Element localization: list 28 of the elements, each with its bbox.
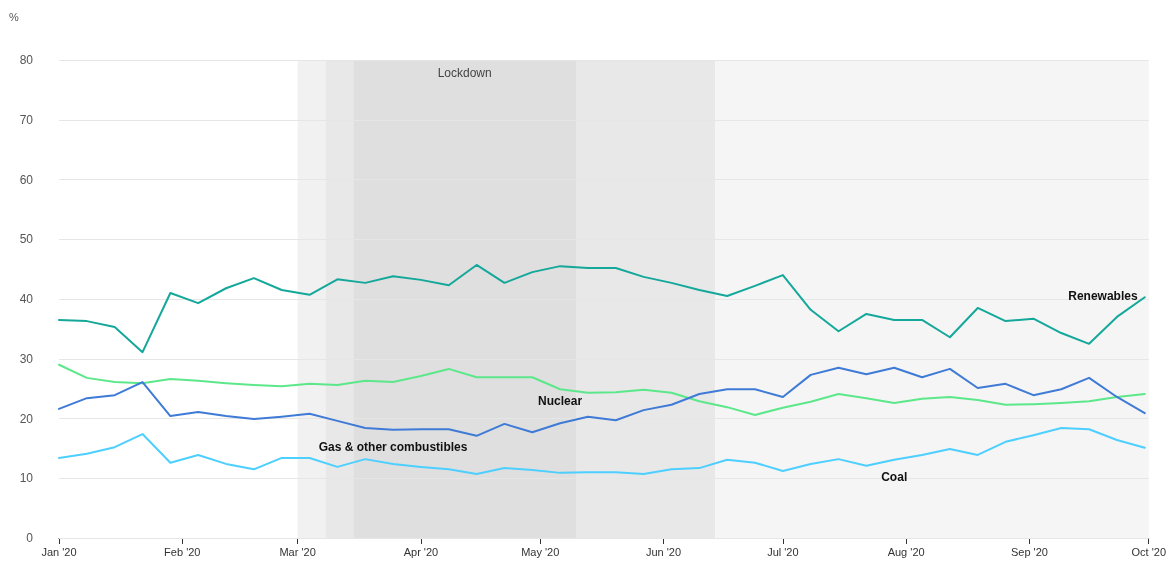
y-tick-label: 10: [19, 471, 34, 486]
x-tick-label: Jun '20: [645, 545, 682, 558]
line-series: [58, 263, 1146, 354]
series-label: Nuclear: [538, 394, 583, 409]
y-tick-label: 0: [26, 531, 34, 545]
line-series: [58, 363, 1146, 416]
series-label: Renewables: [1068, 288, 1138, 303]
y-tick-label: 40: [19, 292, 34, 306]
series-label: Gas & other combustibles: [318, 439, 468, 454]
y-tick-label: 20: [19, 411, 34, 426]
line-series: [58, 366, 1146, 437]
x-tick-label: Jul '20: [767, 545, 799, 558]
x-tick-label: Mar '20: [279, 545, 316, 558]
y-tick-label: 60: [19, 172, 34, 187]
x-tick-label: May '20: [521, 545, 560, 558]
y-tick-label: 30: [19, 351, 34, 366]
x-tick-label: Apr '20: [403, 545, 439, 558]
band-label: Lockdown: [437, 66, 492, 80]
y-tick-label: 50: [19, 232, 34, 247]
x-tick-label: Feb '20: [164, 545, 201, 558]
x-tick-label: Oct '20: [1131, 545, 1167, 558]
y-tick-label: 70: [19, 112, 34, 127]
series-label: Coal: [881, 469, 908, 484]
x-tick-label: Jan '20: [41, 545, 77, 558]
y-axis-title: %: [9, 10, 19, 23]
y-tick-label: 80: [19, 53, 34, 67]
x-tick-label: Aug '20: [887, 545, 925, 558]
x-tick-label: Sep '20: [1010, 545, 1048, 558]
